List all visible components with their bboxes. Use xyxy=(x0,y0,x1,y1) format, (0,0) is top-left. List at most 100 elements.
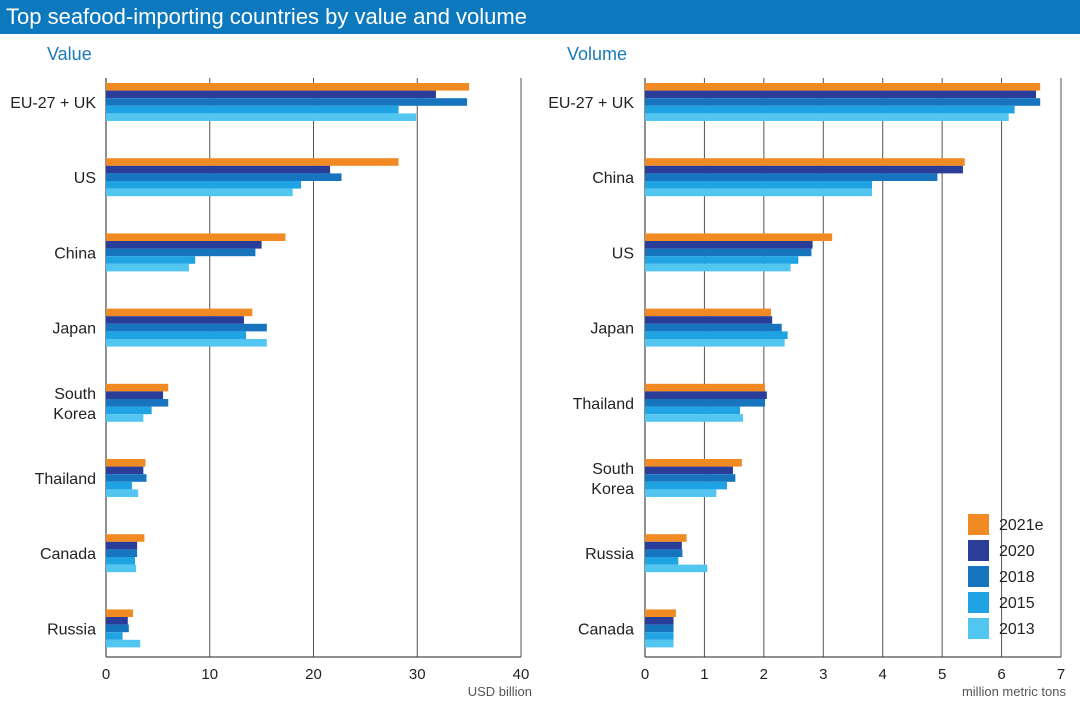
volume-category-label: US xyxy=(612,245,634,262)
value-bar xyxy=(106,98,468,106)
volume-bar xyxy=(645,399,766,407)
value-bar xyxy=(106,316,244,324)
value-bar xyxy=(106,158,399,166)
volume-bar xyxy=(645,248,812,257)
value-bar xyxy=(106,83,470,91)
volume-category-label: Canada xyxy=(578,621,634,638)
volume-bar xyxy=(645,391,767,399)
volume-bar xyxy=(645,331,788,339)
volume-bar xyxy=(645,624,674,633)
value-bar xyxy=(106,489,139,497)
value-bar xyxy=(106,181,302,189)
volume-bar xyxy=(645,339,785,347)
value-bar xyxy=(106,414,144,422)
legend-label: 2013 xyxy=(999,621,1035,638)
volume-tick-label: 1 xyxy=(700,666,708,683)
legend-swatch xyxy=(968,514,989,535)
volume-panel-title: Volume xyxy=(567,44,628,64)
value-bar xyxy=(106,188,293,197)
volume-bar xyxy=(645,632,674,640)
volume-category-label: China xyxy=(592,170,634,187)
volume-category-label: Japan xyxy=(590,321,634,338)
value-bar xyxy=(106,534,145,542)
volume-tick-label: 2 xyxy=(760,666,768,683)
value-category-label: Korea xyxy=(53,406,96,423)
value-bar xyxy=(106,233,286,241)
legend-swatch xyxy=(968,592,989,613)
legend-label: 2018 xyxy=(999,569,1035,586)
value-bar xyxy=(106,323,267,332)
legend-swatch xyxy=(968,618,989,639)
volume-bar xyxy=(645,323,782,332)
volume-bar xyxy=(645,639,674,648)
volume-bar xyxy=(645,489,717,497)
value-bar xyxy=(106,639,141,648)
value-category-label: Canada xyxy=(40,546,96,563)
value-bar xyxy=(106,557,136,565)
value-tick-label: 40 xyxy=(513,666,530,683)
value-bar xyxy=(106,173,342,181)
chart-title: Top seafood-importing countries by value… xyxy=(6,4,527,29)
volume-bar xyxy=(645,165,963,174)
volume-bar xyxy=(645,459,742,467)
volume-bar xyxy=(645,541,682,550)
volume-bar xyxy=(645,414,744,422)
volume-bar xyxy=(645,113,1009,121)
volume-bar xyxy=(645,256,799,264)
value-bar xyxy=(106,459,146,467)
legend-swatch xyxy=(968,540,989,561)
value-category-label: Russia xyxy=(47,621,96,638)
volume-category-label: Korea xyxy=(591,481,634,498)
value-tick-label: 20 xyxy=(305,666,322,683)
volume-tick-label: 4 xyxy=(879,666,887,683)
volume-tick-label: 7 xyxy=(1057,666,1065,683)
value-bar xyxy=(106,632,123,640)
value-category-label: China xyxy=(54,245,96,262)
volume-bar xyxy=(645,263,791,272)
value-bar xyxy=(106,624,129,633)
volume-tick-label: 0 xyxy=(641,666,649,683)
legend-label: 2020 xyxy=(999,543,1035,560)
volume-bar xyxy=(645,105,1015,114)
value-category-label: South xyxy=(54,386,96,403)
value-bar xyxy=(106,308,253,317)
value-tick-label: 30 xyxy=(409,666,426,683)
volume-bar xyxy=(645,241,813,249)
volume-bar xyxy=(645,173,938,181)
volume-category-label: EU-27 + UK xyxy=(548,95,634,112)
value-bar xyxy=(106,466,144,475)
volume-category-label: Thailand xyxy=(573,396,634,413)
value-bar xyxy=(106,406,152,415)
volume-bar xyxy=(645,534,687,542)
volume-bar xyxy=(645,549,683,557)
volume-bar xyxy=(645,466,733,475)
value-bar xyxy=(106,474,147,482)
legend: 2021e 2020 2018 2015 2013 xyxy=(968,514,1044,639)
volume-bar xyxy=(645,609,676,617)
volume-tick-label: 5 xyxy=(938,666,946,683)
value-category-label: US xyxy=(74,170,96,187)
legend-label: 2021e xyxy=(999,517,1044,534)
volume-bar xyxy=(645,158,965,166)
value-bar xyxy=(106,256,196,264)
volume-bar xyxy=(645,98,1041,106)
value-bar xyxy=(106,90,436,99)
value-bar xyxy=(106,383,169,392)
legend-swatch xyxy=(968,566,989,587)
volume-bar xyxy=(645,316,773,324)
volume-bar xyxy=(645,617,674,625)
value-bar xyxy=(106,339,267,347)
volume-bar xyxy=(645,90,1037,99)
volume-bar xyxy=(645,557,679,565)
value-category-label: Thailand xyxy=(35,471,96,488)
volume-bar xyxy=(645,406,741,415)
title-bar: Top seafood-importing countries by value… xyxy=(0,0,1080,34)
volume-bar xyxy=(645,188,873,197)
value-category-label: EU-27 + UK xyxy=(10,95,96,112)
value-bar xyxy=(106,263,189,272)
volume-bar xyxy=(645,383,766,392)
volume-bar xyxy=(645,83,1041,91)
value-bar xyxy=(106,165,331,174)
volume-axis-label: million metric tons xyxy=(962,684,1067,699)
